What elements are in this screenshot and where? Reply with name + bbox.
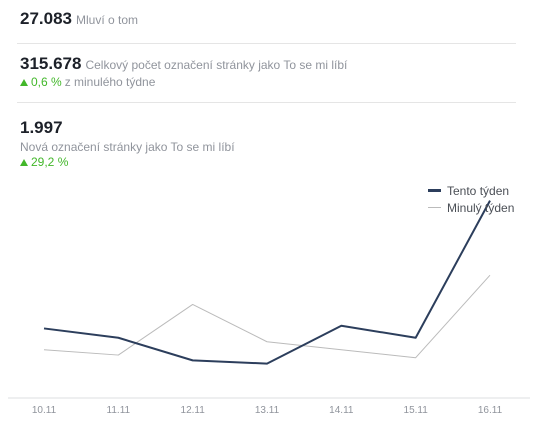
data-point[interactable] <box>264 339 270 345</box>
legend-swatch-last-week <box>428 207 441 209</box>
legend-item-last-week[interactable]: Minulý týden <box>428 200 514 217</box>
data-point[interactable] <box>338 323 344 329</box>
x-tick-label: 16.11 <box>478 405 503 416</box>
new-likes-value: 1.997 <box>20 118 63 137</box>
x-tick-label: 11.11 <box>107 405 131 416</box>
data-point[interactable] <box>264 361 270 367</box>
legend-label-last-week: Minulý týden <box>447 201 515 215</box>
x-tick-label: 15.11 <box>404 405 429 416</box>
legend-item-this-week[interactable]: Tento týden <box>428 183 514 200</box>
total-likes-stat: 315.678 Celkový počet označení stránky ja… <box>20 54 516 90</box>
new-likes-row: 1.997 <box>20 118 516 139</box>
triangle-up-icon <box>20 159 28 166</box>
series-line-this-week <box>43 200 491 365</box>
data-point[interactable] <box>190 357 196 363</box>
data-point[interactable] <box>41 347 47 353</box>
total-likes-label: Celkový počet označení stránky jako To s… <box>85 58 348 72</box>
total-likes-change-percent: 0,6 % <box>31 75 62 89</box>
x-tick-label: 10.11 <box>32 405 57 416</box>
total-likes-value: 315.678 <box>20 54 82 73</box>
data-point[interactable] <box>413 355 419 361</box>
x-tick-label: 14.11 <box>329 405 354 416</box>
talking-about-value: 27.083 <box>20 9 72 28</box>
x-tick-label: 13.11 <box>255 405 280 416</box>
data-point[interactable] <box>190 301 196 307</box>
data-point[interactable] <box>338 347 344 353</box>
x-tick-label: 12.11 <box>181 405 206 416</box>
divider <box>17 102 516 103</box>
new-likes-label: Nová označení stránky jako To se mi líbí <box>20 140 235 154</box>
chart-legend: Tento týden Minulý týden <box>428 183 514 217</box>
total-likes-row: 315.678 Celkový počet označení stránky ja… <box>20 54 516 75</box>
total-likes-change: 0,6 % z minulého týdne <box>20 75 516 90</box>
legend-swatch-this-week <box>428 189 441 193</box>
data-point[interactable] <box>413 335 419 341</box>
triangle-up-icon <box>20 79 28 86</box>
new-likes-change-percent: 29,2 % <box>31 155 69 169</box>
data-point[interactable] <box>41 325 47 331</box>
new-likes-change: 29,2 % <box>20 155 516 170</box>
data-point[interactable] <box>487 272 493 278</box>
data-point[interactable] <box>115 335 121 341</box>
divider <box>17 43 516 44</box>
total-likes-change-suffix: z minulého týdne <box>64 75 156 89</box>
series-line-last-week <box>43 274 491 359</box>
data-point[interactable] <box>115 352 121 358</box>
talking-about-stat: 27.083 Mluví o tom <box>20 9 516 30</box>
talking-about-label: Mluví o tom <box>76 13 139 27</box>
new-likes-stat: 1.997 Nová označení stránky jako To se m… <box>20 118 516 170</box>
talking-about-row: 27.083 Mluví o tom <box>20 9 516 30</box>
legend-label-this-week: Tento týden <box>447 184 510 198</box>
